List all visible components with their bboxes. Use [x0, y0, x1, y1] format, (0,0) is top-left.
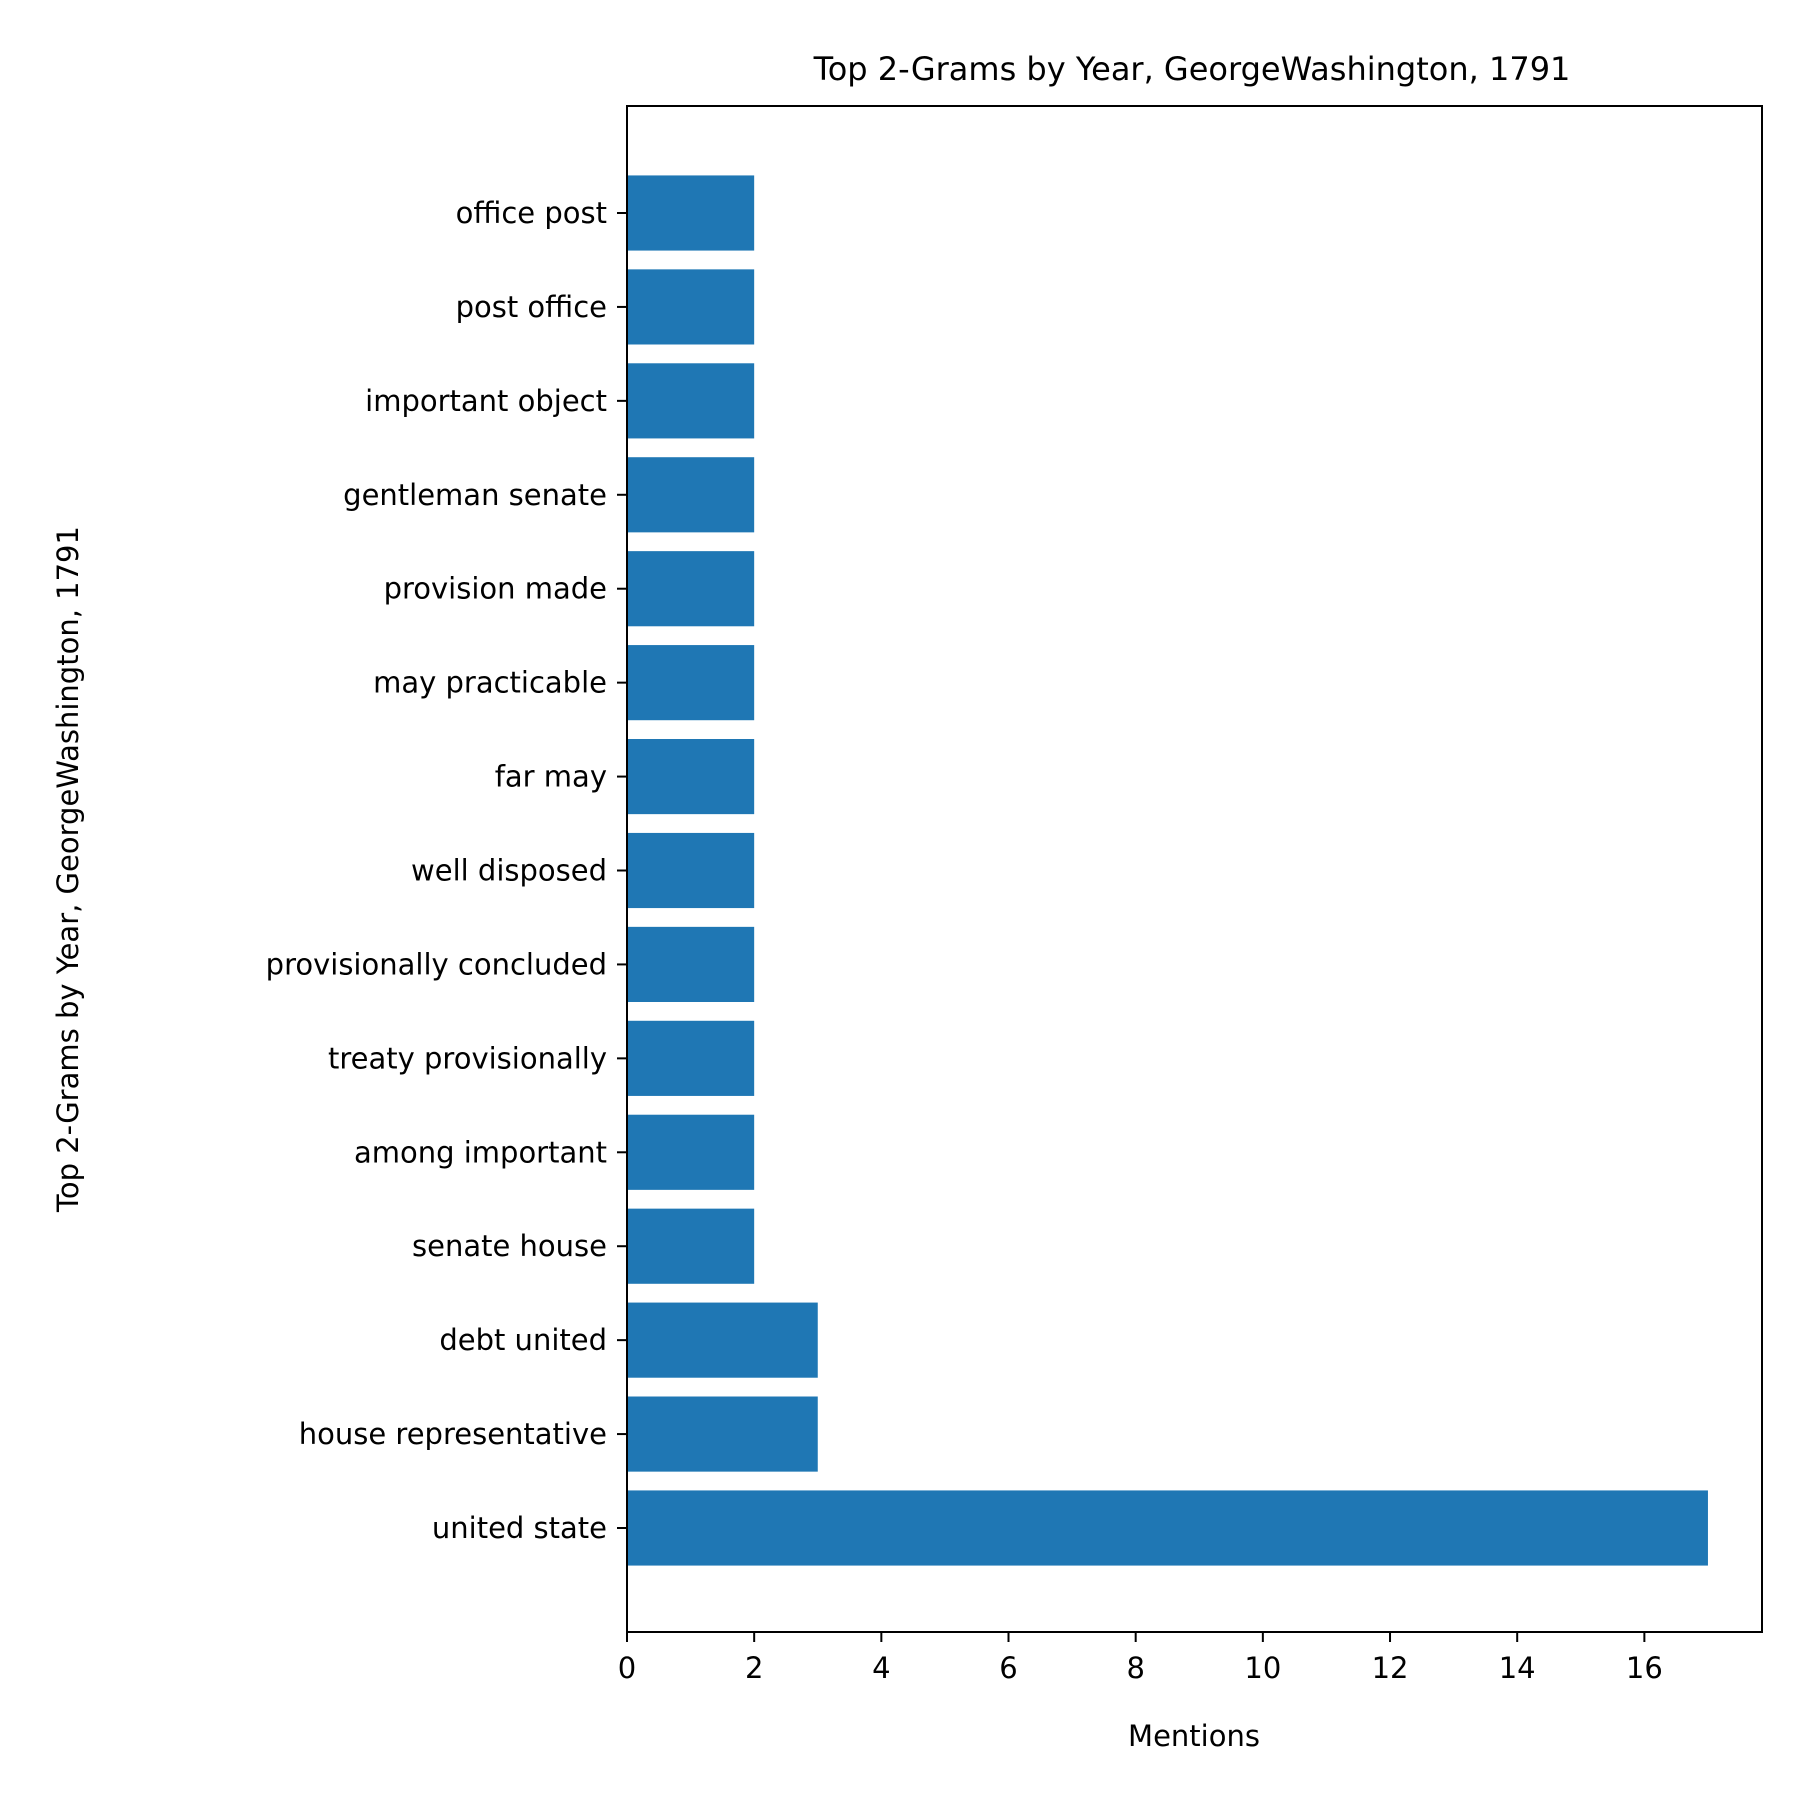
y-tick-label: office post — [456, 196, 607, 230]
x-tick-label: 10 — [1244, 1651, 1281, 1685]
x-tick-label: 2 — [745, 1651, 763, 1685]
y-tick-label: united state — [432, 1511, 607, 1545]
y-axis-ticks: united state house representative debt uni… — [266, 196, 627, 1545]
chart-title: Top 2-Grams by Year, GeorgeWashington, 1… — [813, 50, 1571, 88]
y-axis-label: Top 2-Grams by Year, GeorgeWashington, 1… — [51, 526, 85, 1213]
y-tick-label: provision made — [384, 572, 607, 606]
bar-united-state — [627, 1490, 1708, 1566]
y-tick-label: senate house — [412, 1229, 607, 1263]
bar-provision-made — [627, 551, 755, 627]
x-tick-label: 4 — [872, 1651, 890, 1685]
y-tick-label: far may — [495, 760, 607, 794]
y-tick-label: treaty provisionally — [328, 1041, 607, 1075]
y-tick-label: gentleman senate — [343, 478, 607, 512]
bar-treaty-provisionally — [627, 1020, 755, 1096]
bar-debt-united — [627, 1302, 818, 1378]
x-tick-label: 14 — [1499, 1651, 1536, 1685]
y-tick-label: important object — [365, 384, 607, 418]
x-tick-label: 6 — [999, 1651, 1017, 1685]
bar-gentleman-senate — [627, 457, 755, 533]
bar-far-may — [627, 739, 755, 815]
bar-house-representative — [627, 1396, 818, 1472]
bar-office-post — [627, 175, 755, 251]
x-tick-label: 8 — [1126, 1651, 1144, 1685]
x-tick-label: 16 — [1626, 1651, 1663, 1685]
x-tick-label: 0 — [618, 1651, 636, 1685]
bar-important-object — [627, 363, 755, 439]
x-axis-ticks: 0 2 4 6 8 10 12 14 16 — [618, 1632, 1663, 1685]
y-tick-label: debt united — [439, 1323, 607, 1357]
y-tick-label: among important — [354, 1135, 607, 1169]
bar-among-important — [627, 1114, 755, 1190]
plot-frame — [626, 105, 1763, 1633]
x-tick-label: 12 — [1372, 1651, 1409, 1685]
y-tick-label: provisionally concluded — [266, 947, 607, 981]
y-tick-label: post office — [456, 290, 607, 324]
bar-provisionally-concluded — [627, 926, 755, 1002]
bar-senate-house — [627, 1208, 755, 1284]
y-tick-label: house representative — [299, 1417, 607, 1451]
y-tick-label: well disposed — [411, 854, 607, 888]
bar-well-disposed — [627, 832, 755, 909]
bars-group — [627, 175, 1708, 1566]
bar-may-practicable — [627, 645, 755, 721]
bar-post-office — [627, 269, 755, 345]
y-tick-label: may practicable — [373, 666, 607, 700]
x-axis-label: Mentions — [1128, 1719, 1260, 1753]
